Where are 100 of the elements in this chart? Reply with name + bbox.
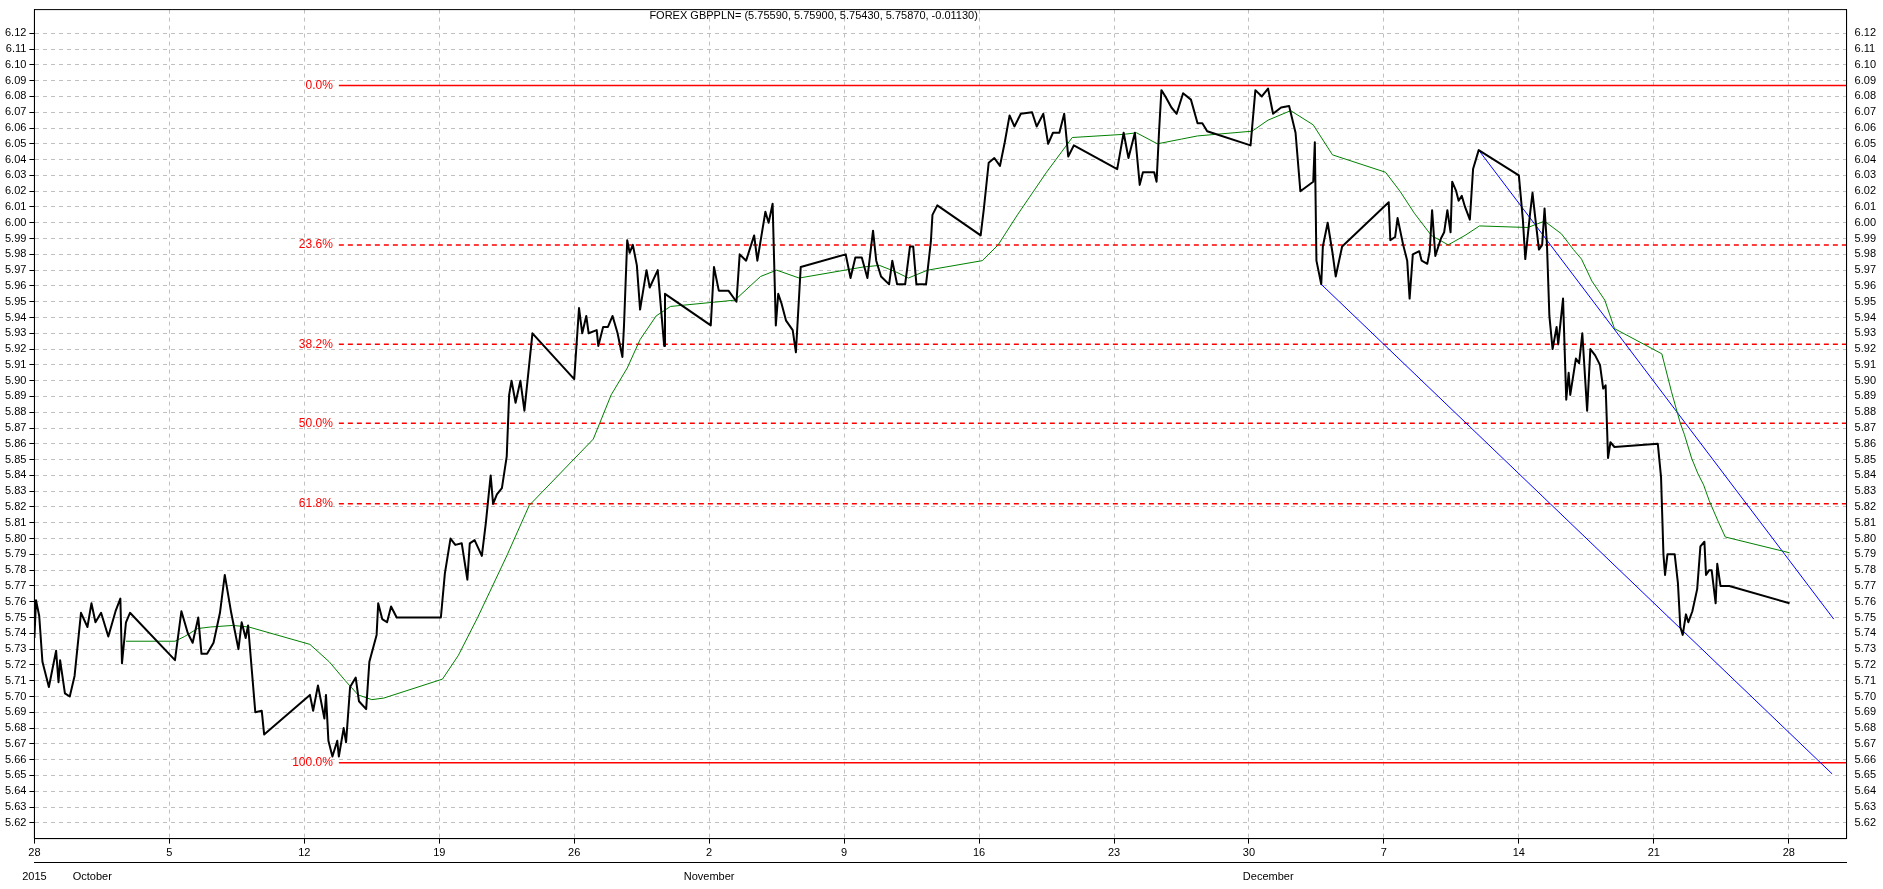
y-tick-label: 5.74 [4, 626, 27, 639]
annotation: 23.6% [298, 237, 334, 252]
x-tick-label: 30 [1242, 846, 1256, 859]
y2-tick-label: 5.99 [1854, 231, 1877, 244]
y2-tick-label: 5.62 [1854, 815, 1877, 828]
y2-tick-label: 5.63 [1854, 800, 1877, 813]
annotation: 61.8% [298, 496, 334, 511]
y2-tick-label: 5.81 [1854, 515, 1877, 528]
y2-tick-label: 5.98 [1854, 247, 1877, 260]
y2-tick-label: 5.69 [1854, 705, 1877, 718]
y-tick-label: 5.65 [4, 768, 27, 781]
y-tick-label: 5.78 [4, 563, 27, 576]
y-tick-label: 5.76 [4, 594, 27, 607]
annotation: 50.0% [298, 415, 334, 430]
y-tick-label: 5.66 [4, 752, 27, 765]
y-tick-label: 5.75 [4, 610, 27, 623]
x-tick-label: 21 [1647, 846, 1660, 859]
y-tick-label: 5.68 [4, 721, 27, 734]
y2-tick-label: 5.95 [1854, 294, 1877, 307]
x-tick-label: 2 [706, 846, 713, 859]
y-tick-label: 5.83 [4, 484, 27, 497]
y-tick-label: 5.96 [4, 278, 27, 291]
y-tick-label: 5.94 [4, 310, 27, 323]
x-tick-label: 7 [1380, 846, 1387, 859]
y2-tick-label: 5.83 [1854, 484, 1877, 497]
y-tick-label: 5.72 [4, 657, 27, 670]
y2-tick-label: 5.64 [1854, 784, 1877, 797]
y2-tick-label: 5.68 [1854, 721, 1877, 734]
y2-tick-label: 5.72 [1854, 657, 1877, 670]
y-tick-label: 5.90 [4, 373, 27, 386]
y2-tick-label: 5.89 [1854, 389, 1877, 402]
x-tick-label: 12 [298, 846, 311, 859]
y-tick-label: 5.69 [4, 705, 27, 718]
y2-tick-label: 5.66 [1854, 752, 1877, 765]
y2-tick-label: 6.06 [1854, 121, 1877, 134]
y-tick-label: 5.63 [4, 800, 27, 813]
x2-tick-label: December [1242, 870, 1294, 883]
annotation: 0.0% [305, 77, 334, 92]
y2-tick-label: 5.82 [1854, 500, 1877, 513]
y2-tick-label: 5.91 [1854, 357, 1877, 370]
y2-tick-label: 5.77 [1854, 578, 1877, 591]
y-tick-label: 6.06 [4, 121, 27, 134]
y-tick-label: 5.87 [4, 421, 27, 434]
y-tick-label: 6.11 [5, 42, 27, 55]
y-tick-label: 5.92 [4, 342, 27, 355]
y2-tick-label: 6.11 [1854, 42, 1876, 55]
annotation: 38.2% [298, 336, 334, 351]
x-tick-label: 28 [28, 846, 41, 859]
y-tick-label: 5.79 [4, 547, 27, 560]
y-tick-label: 5.99 [4, 231, 27, 244]
y-tick-label: 5.95 [4, 294, 27, 307]
y2-tick-label: 5.71 [1854, 673, 1877, 686]
y2-tick-label: 5.79 [1854, 547, 1877, 560]
y2-tick-label: 5.84 [1854, 468, 1877, 481]
y-tick-label: 5.77 [4, 578, 27, 591]
y2-tick-label: 5.85 [1854, 452, 1877, 465]
x-tick-label: 9 [841, 846, 848, 859]
annotation: 100.0% [292, 755, 334, 770]
y-tick-label: 6.00 [4, 215, 27, 228]
y2-tick-label: 5.92 [1854, 342, 1877, 355]
y2-tick-label: 5.96 [1854, 278, 1877, 291]
y-tick-label: 5.73 [4, 642, 27, 655]
x2-tick-label: October [72, 870, 113, 883]
y-tick-label: 5.93 [4, 326, 27, 339]
x-tick-label: 5 [166, 846, 173, 859]
y2-tick-label: 5.75 [1854, 610, 1877, 623]
y-tick-label: 6.04 [4, 152, 27, 165]
y-tick-label: 5.98 [4, 247, 27, 260]
y-tick-label: 5.89 [4, 389, 27, 402]
y2-tick-label: 5.86 [1854, 436, 1877, 449]
y2-tick-label: 5.88 [1854, 405, 1877, 418]
y2-tick-label: 6.07 [1854, 105, 1877, 118]
y-tick-label: 5.67 [4, 736, 27, 749]
y-tick-label: 6.12 [4, 26, 27, 39]
y2-tick-label: 5.78 [1854, 563, 1877, 576]
x-tick-label: 19 [433, 846, 446, 859]
chart-title: FOREX GBPPLN= (5.75590, 5.75900, 5.75430, 5.75870, -0.01130) [649, 9, 978, 22]
x-tick-label: 23 [1107, 846, 1121, 859]
y-tick-label: 5.97 [4, 263, 27, 276]
y2-tick-label: 5.90 [1854, 373, 1877, 386]
y-tick-label: 5.71 [4, 673, 27, 686]
y2-tick-label: 6.12 [1854, 26, 1877, 39]
x-tick-label: 14 [1512, 846, 1525, 859]
y-tick-label: 5.62 [4, 815, 27, 828]
y-tick-label: 6.01 [4, 200, 27, 213]
y2-tick-label: 6.05 [1854, 136, 1877, 149]
y-tick-label: 5.70 [4, 689, 27, 702]
y-tick-label: 6.07 [4, 105, 27, 118]
y-tick-label: 5.81 [4, 515, 27, 528]
y2-tick-label: 6.09 [1854, 73, 1877, 86]
y2-tick-label: 5.67 [1854, 736, 1877, 749]
y-tick-label: 5.88 [4, 405, 27, 418]
y-tick-label: 5.84 [4, 468, 27, 481]
y-tick-label: 5.82 [4, 500, 27, 513]
y-tick-label: 5.91 [4, 357, 27, 370]
y2-tick-label: 6.03 [1854, 168, 1877, 181]
y2-tick-label: 6.02 [1854, 184, 1877, 197]
y2-tick-label: 6.01 [1854, 200, 1877, 213]
y2-tick-label: 5.97 [1854, 263, 1877, 276]
y2-tick-label: 5.94 [1854, 310, 1877, 323]
